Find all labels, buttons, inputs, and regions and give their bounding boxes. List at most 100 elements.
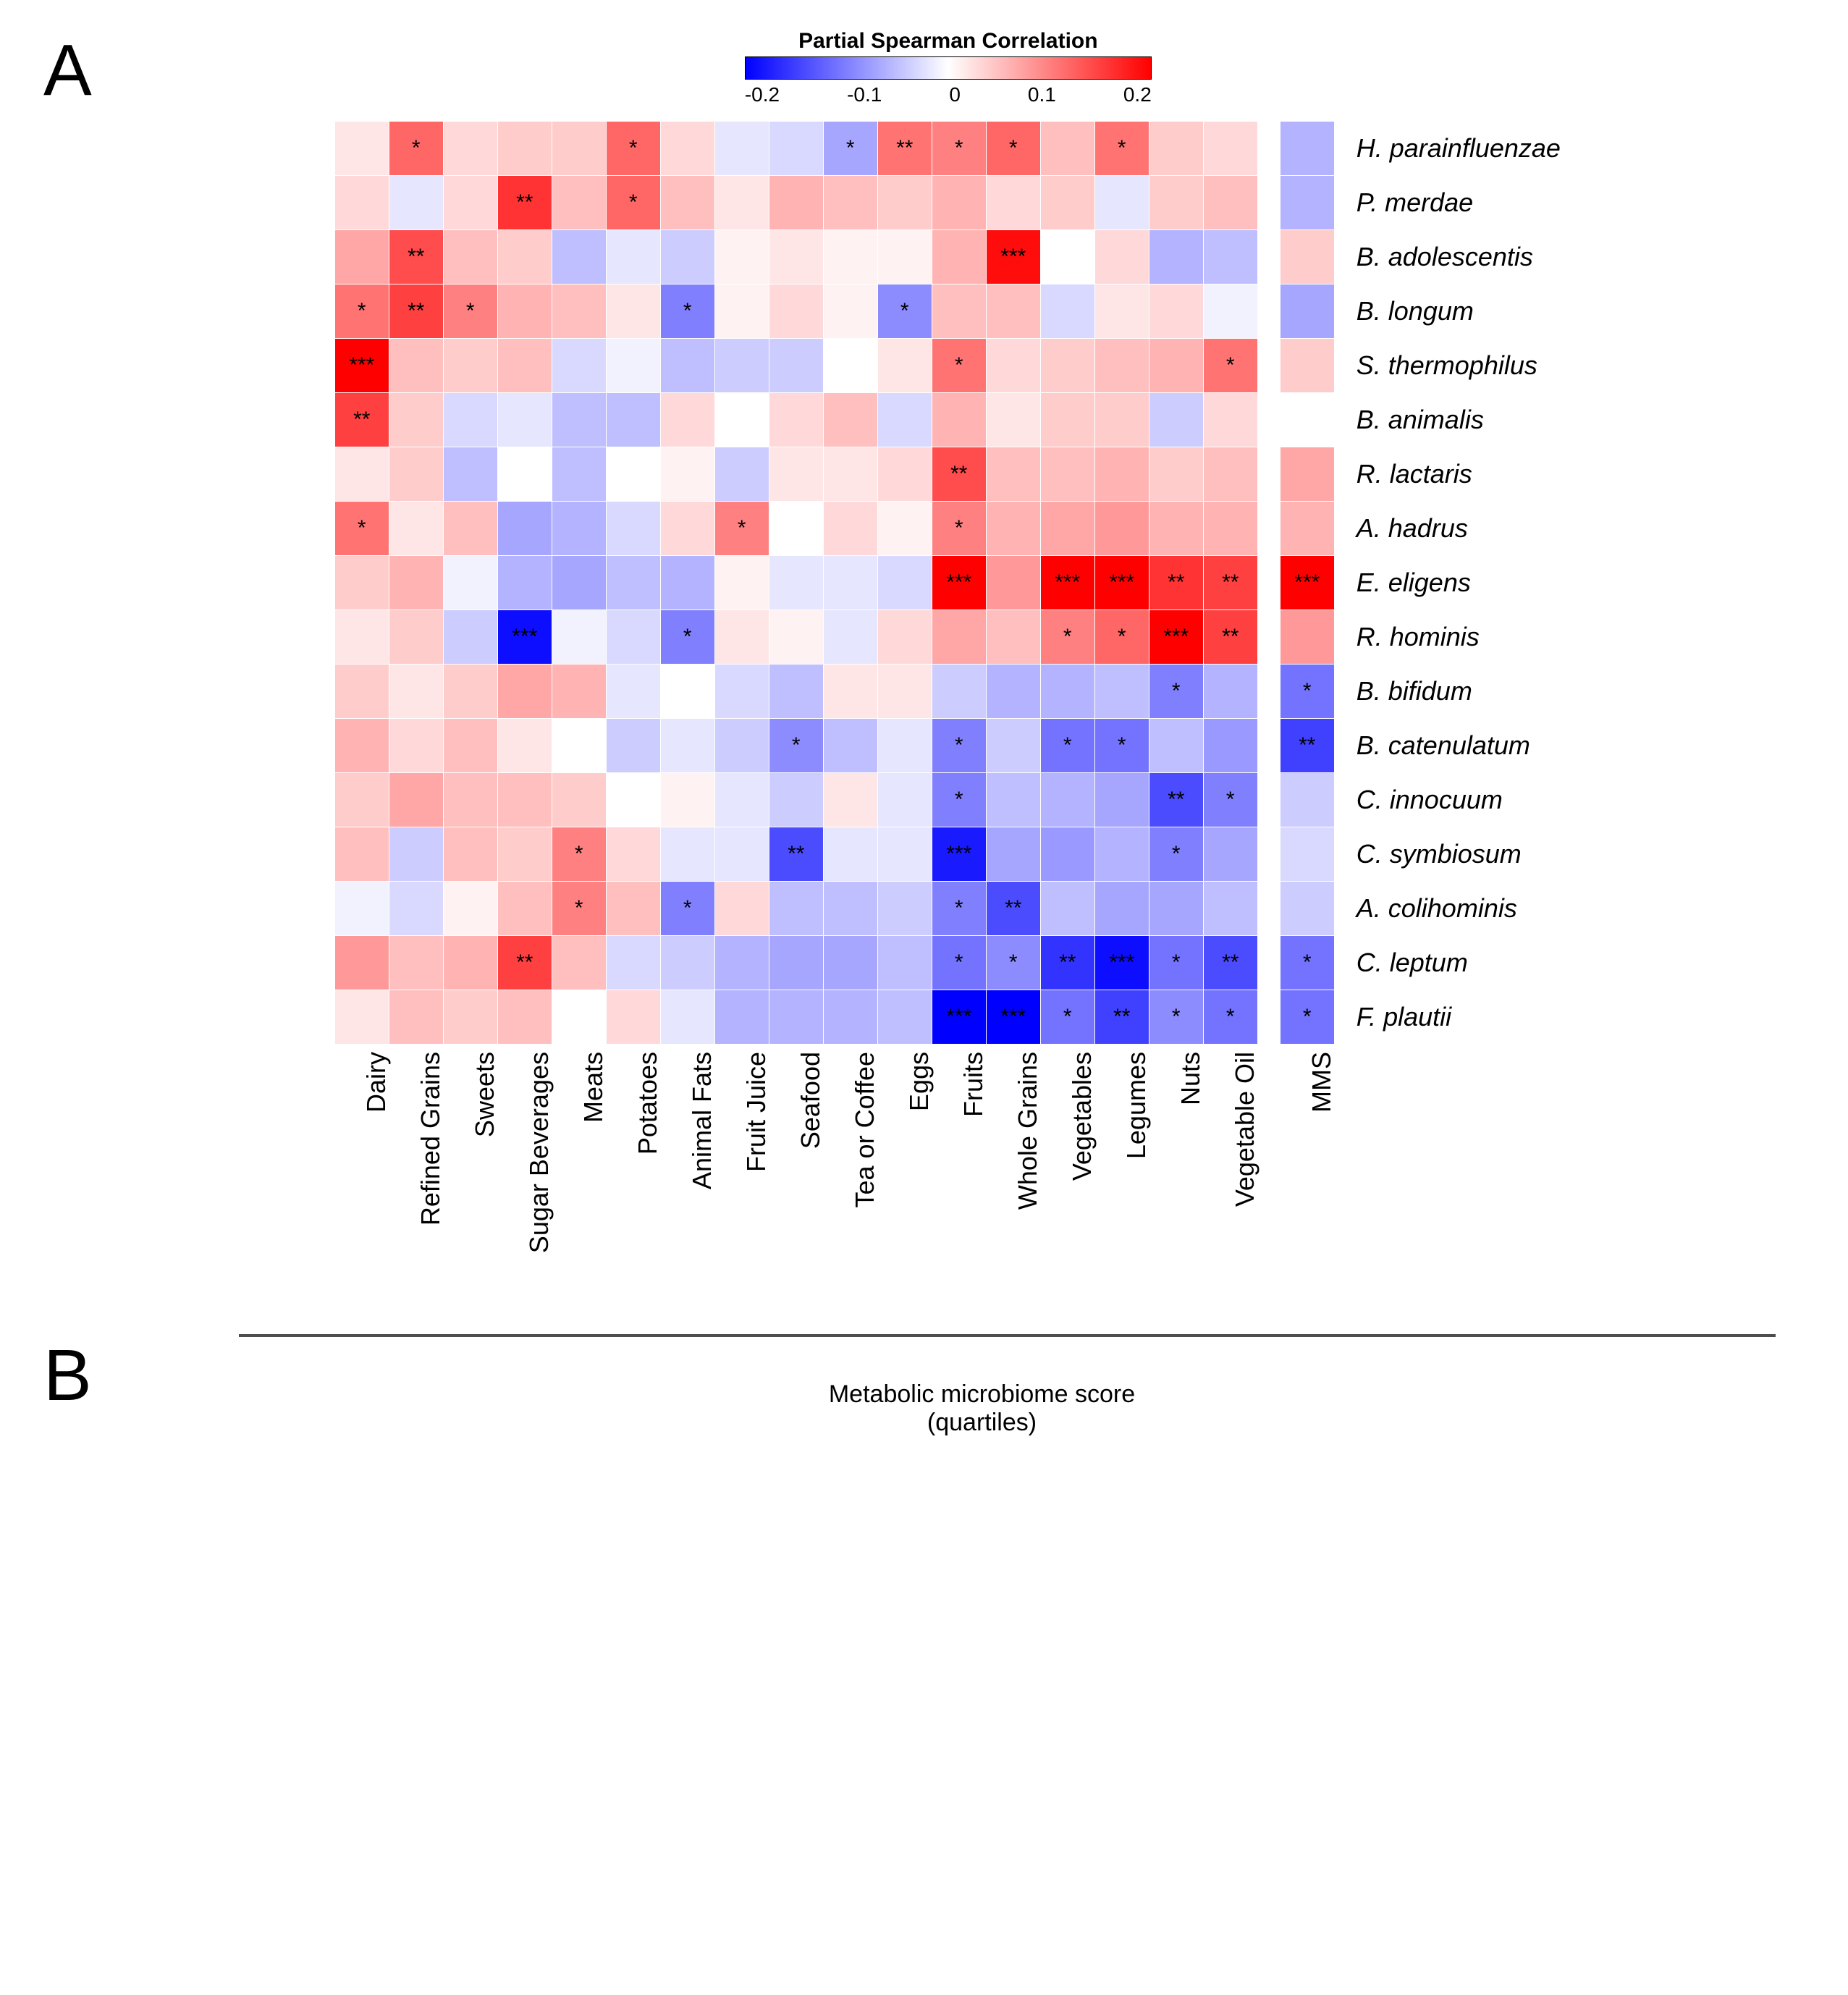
heatmap-cell: * bbox=[443, 284, 497, 339]
heatmap-cell bbox=[660, 719, 714, 773]
heatmap-cell bbox=[1149, 176, 1203, 230]
heatmap-cell: * bbox=[1149, 665, 1203, 719]
heatmap-cell bbox=[443, 610, 497, 665]
heatmap-cell bbox=[1203, 502, 1257, 556]
heatmap-cell bbox=[714, 882, 769, 936]
heatmap-cell bbox=[443, 230, 497, 284]
heatmap-cell bbox=[497, 447, 552, 502]
heatmap-cell bbox=[714, 773, 769, 827]
heatmap-cell bbox=[443, 990, 497, 1045]
heatmap-cell: *** bbox=[1094, 556, 1149, 610]
heatmap-cell bbox=[552, 990, 606, 1045]
heatmap-cell bbox=[714, 719, 769, 773]
heatmap-cell: *** bbox=[932, 556, 986, 610]
heatmap-cell bbox=[1203, 284, 1257, 339]
colorbar-ticks: -0.2-0.100.10.2 bbox=[745, 83, 1152, 106]
heatmap-cell bbox=[714, 339, 769, 393]
heatmap-cell: * bbox=[823, 122, 877, 176]
heatmap-col-label: Animal Fats bbox=[687, 1052, 717, 1189]
heatmap-cell bbox=[1149, 502, 1203, 556]
heatmap-cell: *** bbox=[1280, 556, 1334, 610]
heatmap-cell bbox=[877, 936, 932, 990]
heatmap-cell bbox=[552, 502, 606, 556]
heatmap-cell bbox=[1203, 719, 1257, 773]
heatmap-row-label: B. animalis bbox=[1334, 393, 1561, 447]
heatmap-cell bbox=[606, 284, 660, 339]
heatmap-cell bbox=[714, 827, 769, 882]
heatmap-cell bbox=[1203, 827, 1257, 882]
heatmap-cell: * bbox=[1094, 610, 1149, 665]
heatmap-row-label: B. catenulatum bbox=[1334, 719, 1561, 773]
heatmap-row-label: A. hadrus bbox=[1334, 502, 1561, 556]
heatmap-cell bbox=[714, 176, 769, 230]
heatmap-col-label: Vegetables bbox=[1067, 1052, 1097, 1181]
heatmap-cell bbox=[986, 665, 1040, 719]
heatmap-row-label: B. adolescentis bbox=[1334, 230, 1561, 284]
heatmap-cell: * bbox=[1149, 827, 1203, 882]
heatmap-cell bbox=[552, 719, 606, 773]
heatmap-cell: * bbox=[932, 936, 986, 990]
heatmap-cell bbox=[1149, 447, 1203, 502]
heatmap-cell bbox=[606, 339, 660, 393]
heatmap-col-label: Dairy bbox=[361, 1052, 392, 1113]
heatmap-cell bbox=[497, 719, 552, 773]
heatmap-cell bbox=[1094, 447, 1149, 502]
heatmap-cell bbox=[877, 665, 932, 719]
heatmap-cell bbox=[932, 284, 986, 339]
heatmap-cell: * bbox=[769, 719, 823, 773]
heatmap-cell: ** bbox=[1203, 936, 1257, 990]
heatmap-cell bbox=[660, 122, 714, 176]
colorbar-tick: 0 bbox=[949, 83, 961, 106]
heatmap-cell bbox=[1094, 882, 1149, 936]
heatmap-cell bbox=[986, 556, 1040, 610]
heatmap-cell bbox=[877, 773, 932, 827]
figure: A Partial Spearman Correlation -0.2-0.10… bbox=[0, 0, 1848, 1495]
heatmap-col-label: Legumes bbox=[1121, 1052, 1152, 1159]
heatmap-cell bbox=[714, 665, 769, 719]
heatmap-col-label: Meats bbox=[578, 1052, 609, 1123]
heatmap-row-label: B. bifidum bbox=[1334, 665, 1561, 719]
heatmap-cell bbox=[1203, 230, 1257, 284]
heatmap-col-label: Eggs bbox=[904, 1052, 934, 1111]
heatmap-cell: * bbox=[932, 339, 986, 393]
heatmap-cell: *** bbox=[1040, 556, 1094, 610]
heatmap-cell bbox=[606, 230, 660, 284]
heatmap-cell: * bbox=[1280, 665, 1334, 719]
heatmap-cell bbox=[769, 176, 823, 230]
heatmap-cell bbox=[334, 719, 389, 773]
heatmap-cell bbox=[497, 665, 552, 719]
heatmap-cell bbox=[1094, 502, 1149, 556]
heatmap-cell bbox=[1280, 610, 1334, 665]
heatmap-cell bbox=[1094, 665, 1149, 719]
heatmap-cell bbox=[334, 773, 389, 827]
heatmap-cell bbox=[1280, 773, 1334, 827]
heatmap-cell bbox=[714, 610, 769, 665]
heatmap-col-label: Fruits bbox=[958, 1052, 989, 1117]
heatmap-cell bbox=[1040, 122, 1094, 176]
heatmap-cell bbox=[1149, 393, 1203, 447]
heatmap-cell bbox=[877, 230, 932, 284]
heatmap-cell bbox=[932, 230, 986, 284]
heatmap-cell: ** bbox=[1149, 556, 1203, 610]
heatmap-cell: *** bbox=[334, 339, 389, 393]
heatmap-cell bbox=[389, 610, 443, 665]
heatmap-cell: * bbox=[389, 122, 443, 176]
heatmap-cell bbox=[660, 990, 714, 1045]
heatmap-cell bbox=[769, 339, 823, 393]
heatmap-cell bbox=[1203, 882, 1257, 936]
heatmap-cell bbox=[1040, 665, 1094, 719]
heatmap-row-label: E. eligens bbox=[1334, 556, 1561, 610]
heatmap-cell bbox=[714, 447, 769, 502]
heatmap-cell bbox=[823, 176, 877, 230]
heatmap-cell: *** bbox=[1094, 936, 1149, 990]
colorbar-tick: 0.2 bbox=[1123, 83, 1152, 106]
heatmap-cell: ** bbox=[1203, 556, 1257, 610]
heatmap-cell bbox=[497, 502, 552, 556]
heatmap-cell bbox=[1040, 773, 1094, 827]
heatmap-cell bbox=[660, 447, 714, 502]
heatmap-cell: ** bbox=[1094, 990, 1149, 1045]
heatmap-cell bbox=[1149, 230, 1203, 284]
heatmap-cell bbox=[660, 827, 714, 882]
heatmap-cell bbox=[823, 665, 877, 719]
heatmap-cell: * bbox=[606, 176, 660, 230]
